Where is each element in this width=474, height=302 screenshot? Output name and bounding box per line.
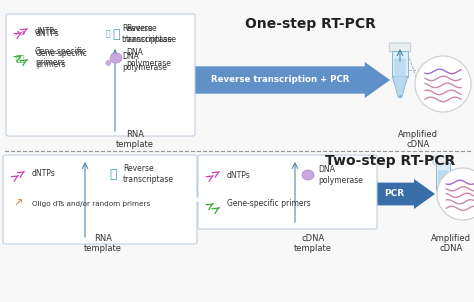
Text: Oligo dTs and/or random primers: Oligo dTs and/or random primers bbox=[32, 201, 150, 207]
Polygon shape bbox=[394, 59, 406, 98]
Polygon shape bbox=[78, 187, 92, 206]
Text: PCR: PCR bbox=[384, 189, 405, 198]
Polygon shape bbox=[436, 163, 450, 187]
Text: dNTPs: dNTPs bbox=[227, 171, 251, 179]
Polygon shape bbox=[438, 170, 448, 206]
Text: Gene-specific primers: Gene-specific primers bbox=[227, 200, 311, 208]
Polygon shape bbox=[109, 59, 121, 98]
FancyBboxPatch shape bbox=[104, 43, 126, 52]
Ellipse shape bbox=[110, 53, 122, 63]
Text: ●: ● bbox=[105, 57, 111, 66]
Text: 🐦: 🐦 bbox=[106, 30, 110, 38]
FancyBboxPatch shape bbox=[389, 43, 410, 52]
Text: Gene-specific
primers: Gene-specific primers bbox=[35, 47, 87, 67]
Text: RNA
template: RNA template bbox=[116, 130, 154, 149]
Text: Amplified
cDNA: Amplified cDNA bbox=[398, 130, 438, 149]
Text: dNTPs: dNTPs bbox=[36, 30, 60, 38]
Text: Reverse
transcription: Reverse transcription bbox=[187, 184, 246, 204]
FancyBboxPatch shape bbox=[6, 14, 195, 136]
Text: Two-step RT-PCR: Two-step RT-PCR bbox=[325, 154, 455, 168]
Text: Reverse transcription + PCR: Reverse transcription + PCR bbox=[211, 76, 349, 85]
Text: Reverse
transcriptase: Reverse transcriptase bbox=[126, 24, 177, 44]
Circle shape bbox=[123, 52, 187, 116]
Text: cDNA
template: cDNA template bbox=[294, 234, 332, 253]
Polygon shape bbox=[375, 179, 435, 209]
Text: Amplified
cDNA: Amplified cDNA bbox=[431, 234, 471, 253]
Text: 🐦: 🐦 bbox=[109, 168, 117, 181]
Text: 🐦: 🐦 bbox=[112, 27, 120, 40]
Polygon shape bbox=[107, 51, 123, 76]
Polygon shape bbox=[78, 163, 92, 187]
Polygon shape bbox=[436, 187, 450, 206]
Text: ⟋⟋: ⟋⟋ bbox=[15, 54, 25, 63]
Text: ↗↗: ↗↗ bbox=[14, 30, 27, 38]
Text: Reverse
transcriptase: Reverse transcriptase bbox=[123, 164, 174, 184]
Polygon shape bbox=[195, 62, 390, 98]
Circle shape bbox=[415, 56, 471, 112]
Polygon shape bbox=[288, 163, 302, 187]
Polygon shape bbox=[168, 179, 285, 209]
Polygon shape bbox=[290, 170, 300, 206]
FancyBboxPatch shape bbox=[3, 155, 197, 244]
Polygon shape bbox=[107, 76, 123, 98]
Text: Reverse
transcriptase: Reverse transcriptase bbox=[122, 24, 173, 43]
Text: One-step RT-PCR: One-step RT-PCR bbox=[245, 17, 375, 31]
Text: dNTPs: dNTPs bbox=[32, 169, 56, 178]
Text: DNA
polymerase: DNA polymerase bbox=[126, 48, 171, 68]
FancyBboxPatch shape bbox=[433, 156, 453, 164]
FancyBboxPatch shape bbox=[285, 156, 305, 164]
Text: Gene-specific
primers: Gene-specific primers bbox=[36, 50, 88, 69]
Text: RNA
template: RNA template bbox=[84, 234, 122, 253]
Polygon shape bbox=[80, 170, 90, 206]
Polygon shape bbox=[392, 76, 408, 98]
Ellipse shape bbox=[302, 170, 314, 180]
Circle shape bbox=[308, 162, 368, 222]
Text: DNA
polymerase: DNA polymerase bbox=[318, 165, 363, 185]
FancyBboxPatch shape bbox=[198, 155, 377, 229]
Text: dNTPs: dNTPs bbox=[35, 27, 59, 36]
FancyBboxPatch shape bbox=[75, 156, 95, 164]
Circle shape bbox=[100, 162, 160, 222]
Circle shape bbox=[437, 168, 474, 220]
Polygon shape bbox=[288, 187, 302, 206]
Text: ↗: ↗ bbox=[13, 199, 23, 209]
Text: DNA
polymerase: DNA polymerase bbox=[122, 53, 167, 72]
Polygon shape bbox=[392, 51, 408, 76]
